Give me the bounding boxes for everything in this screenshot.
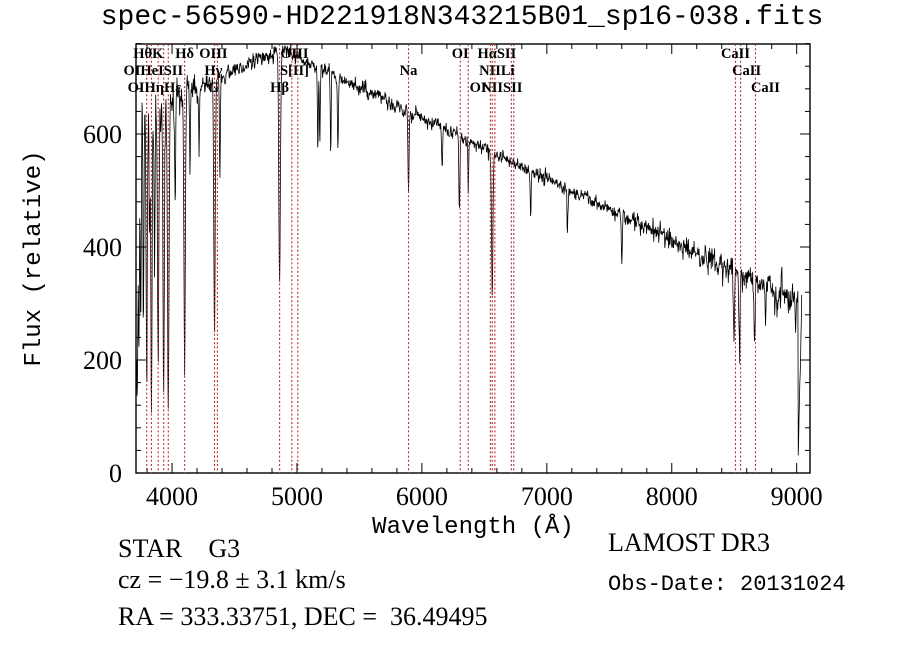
svg-text:600: 600	[83, 120, 122, 149]
svg-text:Hβ: Hβ	[270, 80, 289, 96]
svg-text:HαSII: HαSII	[477, 46, 516, 62]
svg-text:CaII: CaII	[751, 80, 780, 96]
svg-text:Hδ: Hδ	[175, 46, 194, 62]
svg-text:9000: 9000	[771, 482, 823, 511]
svg-text:7000: 7000	[521, 482, 573, 511]
svg-text:Na: Na	[400, 63, 418, 79]
svg-text:OIHeISII: OIHeISII	[123, 63, 183, 79]
svg-text:200: 200	[83, 346, 122, 375]
svg-text:Hγ: Hγ	[204, 63, 222, 79]
svg-text:8000: 8000	[646, 482, 698, 511]
svg-text:5000: 5000	[271, 482, 323, 511]
svg-text:OI: OI	[452, 46, 469, 62]
svg-text:CaII: CaII	[732, 63, 761, 79]
svg-text:CaII: CaII	[721, 46, 750, 62]
svg-text:6000: 6000	[396, 482, 448, 511]
svg-text:Flux (relative): Flux (relative)	[21, 150, 48, 366]
svg-text:S[II]: S[II]	[280, 63, 309, 79]
svg-text:G: G	[208, 80, 219, 96]
svg-text:NIISII: NIISII	[481, 80, 522, 96]
svg-text:OIII: OIII	[199, 46, 228, 62]
svg-text:400: 400	[83, 233, 122, 262]
svg-text:OIHηHε: OIHηHε	[128, 80, 182, 96]
svg-text:HθK: HθK	[133, 46, 164, 62]
svg-text:OIII: OIII	[280, 46, 309, 62]
svg-text:NIILi: NIILi	[479, 63, 514, 79]
svg-text:Wavelength (Å): Wavelength (Å)	[372, 513, 574, 541]
svg-text:4000: 4000	[146, 482, 198, 511]
svg-text:0: 0	[109, 459, 122, 488]
